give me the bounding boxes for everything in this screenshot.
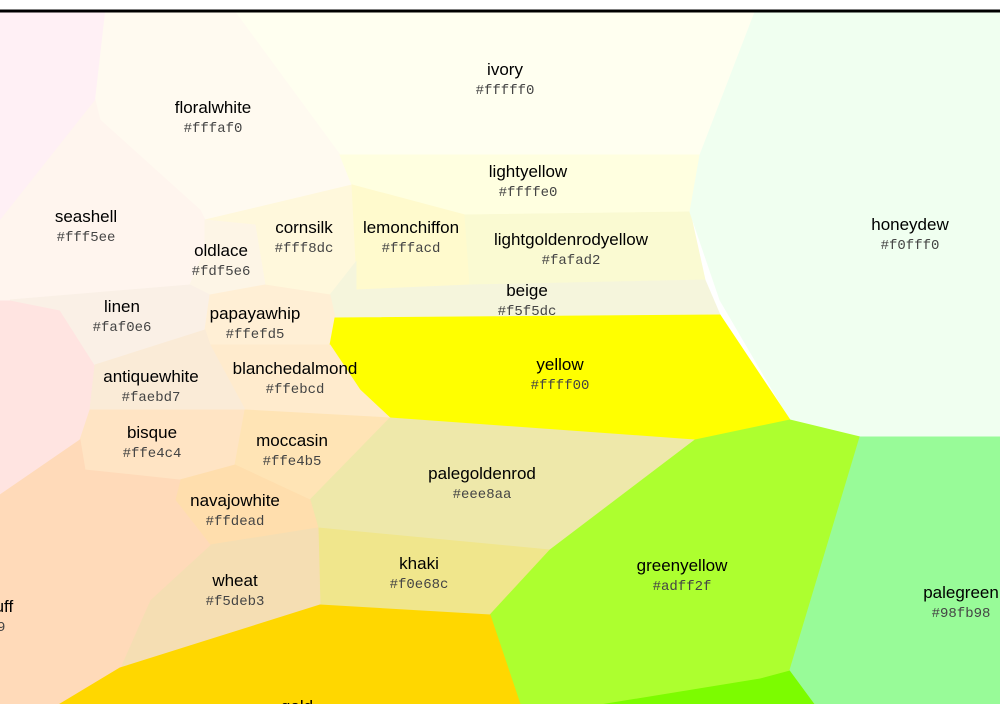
cell-hex: #fffacd	[382, 241, 441, 257]
cell-hex: #ffefd5	[226, 327, 285, 343]
cell-name: papayawhip	[210, 304, 301, 323]
cell-name: palegreen	[923, 583, 999, 602]
cell	[489, 419, 861, 704]
cell-name: moccasin	[256, 431, 328, 450]
cell-name: linen	[104, 297, 140, 316]
cell-name: oldlace	[194, 241, 248, 260]
cell-name: lightgoldenrodyellow	[494, 230, 649, 249]
cell-hex: #f5deb3	[206, 594, 265, 610]
cell-name: khaki	[399, 554, 439, 573]
cell-name: yellow	[536, 355, 584, 374]
cell-name: peachpuff	[0, 597, 13, 616]
cell-hex: #fffaf0	[184, 121, 243, 137]
label-layer: ivory #fffff0 floralwhite #fffaf0 lightyello…	[0, 60, 999, 704]
cell-hex: #fff8dc	[275, 241, 334, 257]
cell-name: lemonchiffon	[363, 218, 459, 237]
cell-hex: #fafad2	[542, 253, 601, 269]
cell-hex: #eee8aa	[453, 487, 512, 503]
cell-name: lightyellow	[489, 162, 568, 181]
cell	[89, 329, 246, 411]
cell	[0, 12, 105, 220]
cell-hex: #ffdab9	[0, 620, 5, 636]
cell-hex: #fff5ee	[57, 230, 116, 246]
cell	[0, 300, 95, 495]
cell-hex: #ffe4c4	[123, 446, 182, 462]
cell-hex: #ffdead	[206, 514, 265, 530]
cell-hex: #faf0e6	[93, 320, 152, 336]
cell-hex: #98fb98	[932, 606, 991, 622]
cell-hex: #ffe4b5	[263, 454, 322, 470]
cell-name: beige	[506, 281, 548, 300]
cell-name: cornsilk	[275, 218, 333, 237]
cell-hex: #f5f5dc	[498, 304, 557, 320]
cell-name: floralwhite	[175, 98, 252, 117]
cell-name: antiquewhite	[103, 367, 198, 386]
cell-hex: #ffebcd	[266, 382, 325, 398]
cell-hex: #f0e68c	[390, 577, 449, 593]
cell-name: palegoldenrod	[428, 464, 536, 483]
cell-hex: #f0fff0	[881, 238, 940, 254]
cell-name: navajowhite	[190, 491, 280, 510]
cell-name: bisque	[127, 423, 177, 442]
cell-layer	[0, 11, 1000, 704]
cell-hex: #ffff00	[531, 378, 590, 394]
cell-hex: #ffffe0	[499, 185, 558, 201]
cell-hex: #adff2f	[653, 579, 712, 595]
cell-name: blanchedalmond	[233, 359, 358, 378]
cell-name: wheat	[211, 571, 258, 590]
cell	[59, 604, 521, 704]
cell-name: greenyellow	[637, 556, 728, 575]
cell-name: seashell	[55, 207, 117, 226]
cell	[789, 436, 1000, 704]
cell	[0, 439, 211, 704]
cell-hex: #fffff0	[476, 83, 535, 99]
cell-hex: #faebd7	[122, 390, 181, 406]
cell-name: honeydew	[871, 215, 949, 234]
cell-name: gold	[281, 697, 313, 704]
cell-hex: #fdf5e6	[192, 264, 251, 280]
cell-name: ivory	[487, 60, 523, 79]
